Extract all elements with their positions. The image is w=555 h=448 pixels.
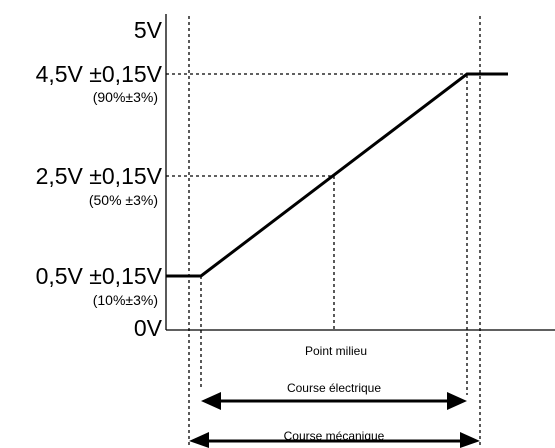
mechanical-travel-arrow	[189, 432, 480, 448]
y-label-0v: 0V	[134, 315, 163, 341]
electrical-arrow-right-head	[447, 392, 467, 410]
y-label-5v: 5V	[134, 17, 163, 43]
y-label-level-50: 2,5V ±0,15V	[36, 163, 163, 189]
mechanical-arrow-left-head	[189, 432, 209, 448]
electrical-travel-arrow	[201, 392, 467, 410]
electrical-arrow-left-head	[201, 392, 221, 410]
output-curve	[166, 72, 508, 278]
mechanical-arrow-right-head	[460, 432, 480, 448]
y-sublabel-level-10: (10%±3%)	[93, 292, 158, 308]
y-label-level-90: 4,5V ±0,15V	[36, 61, 163, 87]
y-sublabel-level-50: (50% ±3%)	[89, 192, 158, 208]
y-label-level-10: 0,5V ±0,15V	[36, 263, 163, 289]
electrical-travel-label: Course électrique	[287, 381, 381, 395]
y-sublabel-level-90: (90%±3%)	[93, 89, 158, 105]
mechanical-travel-label: Course mécanique	[284, 429, 385, 443]
midpoint-label: Point milieu	[305, 344, 367, 358]
